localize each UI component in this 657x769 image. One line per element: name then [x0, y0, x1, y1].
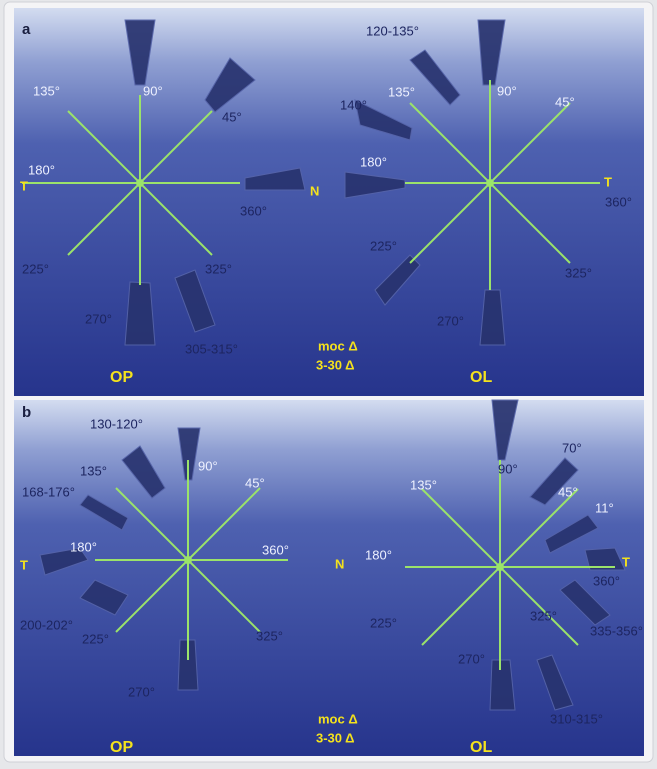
- angle-label: 45°: [558, 484, 578, 499]
- angle-label: 135°: [388, 84, 415, 99]
- angle-label: 130-120°: [90, 416, 143, 431]
- angle-label: 325°: [530, 608, 557, 623]
- angle-label: 90°: [497, 83, 517, 98]
- angle-label: 90°: [198, 458, 218, 473]
- angle-label: 270°: [85, 311, 112, 326]
- angle-label: 270°: [128, 684, 155, 699]
- angle-label: 225°: [22, 261, 49, 276]
- panel-label: b: [22, 404, 31, 421]
- angle-label: 325°: [565, 265, 592, 280]
- wedge: [125, 282, 155, 345]
- angle-label: 270°: [437, 313, 464, 328]
- angle-label: 360°: [240, 203, 267, 218]
- panel-b: [14, 400, 644, 756]
- angle-label: 360°: [262, 542, 289, 557]
- angle-label: 140°: [340, 97, 367, 112]
- angle-label: 45°: [555, 94, 575, 109]
- angle-label: 90°: [143, 83, 163, 98]
- angle-label: 135°: [33, 83, 60, 98]
- angle-label: 70°: [562, 440, 582, 455]
- angle-label: 360°: [593, 573, 620, 588]
- panel-label: a: [22, 21, 31, 38]
- note: moc Δ: [318, 338, 358, 353]
- direction-label: T: [622, 554, 630, 569]
- north-label: N: [335, 556, 344, 571]
- rose-caption: OL: [470, 739, 492, 756]
- angle-label: 45°: [222, 109, 242, 124]
- angle-label: 325°: [205, 261, 232, 276]
- angle-label: 11°: [595, 500, 614, 515]
- angle-label: 270°: [458, 651, 485, 666]
- angle-label: 180°: [365, 547, 392, 562]
- angle-label: 225°: [370, 238, 397, 253]
- north-label: N: [310, 183, 319, 198]
- wedge: [490, 660, 515, 710]
- note: 3-30 Δ: [316, 357, 355, 372]
- angle-label: 180°: [28, 162, 55, 177]
- figure: a 135° 90° 45° 180° T 360° 225° 270° 325…: [0, 0, 657, 764]
- rose-caption: OL: [470, 369, 492, 386]
- angle-label: 335-356°: [590, 623, 643, 638]
- rose-center: [136, 179, 144, 187]
- wedge: [480, 290, 505, 345]
- direction-label: T: [20, 178, 28, 193]
- angle-label: 180°: [360, 154, 387, 169]
- direction-label: T: [604, 174, 612, 189]
- angle-label: 305-315°: [185, 341, 238, 356]
- angle-label: 135°: [410, 477, 437, 492]
- angle-label: 120-135°: [366, 23, 419, 38]
- rose-center: [486, 179, 494, 187]
- angle-label: 360°: [605, 194, 632, 209]
- rose-caption: OP: [110, 369, 133, 386]
- angle-label: 310-315°: [550, 711, 603, 726]
- direction-label: T: [20, 557, 28, 572]
- angle-label: 168-176°: [22, 484, 75, 499]
- rose-caption: OP: [110, 739, 133, 756]
- note: 3-30 Δ: [316, 730, 355, 745]
- rose-center: [496, 563, 504, 571]
- angle-label: 225°: [370, 615, 397, 630]
- angle-label: 325°: [256, 628, 283, 643]
- angle-label: 180°: [70, 539, 97, 554]
- angle-label: 135°: [80, 463, 107, 478]
- angle-label: 90°: [498, 461, 518, 476]
- angle-label: 200-202°: [20, 617, 73, 632]
- angle-label: 45°: [245, 475, 265, 490]
- angle-label: 225°: [82, 631, 109, 646]
- rose-center: [184, 556, 192, 564]
- note: moc Δ: [318, 711, 358, 726]
